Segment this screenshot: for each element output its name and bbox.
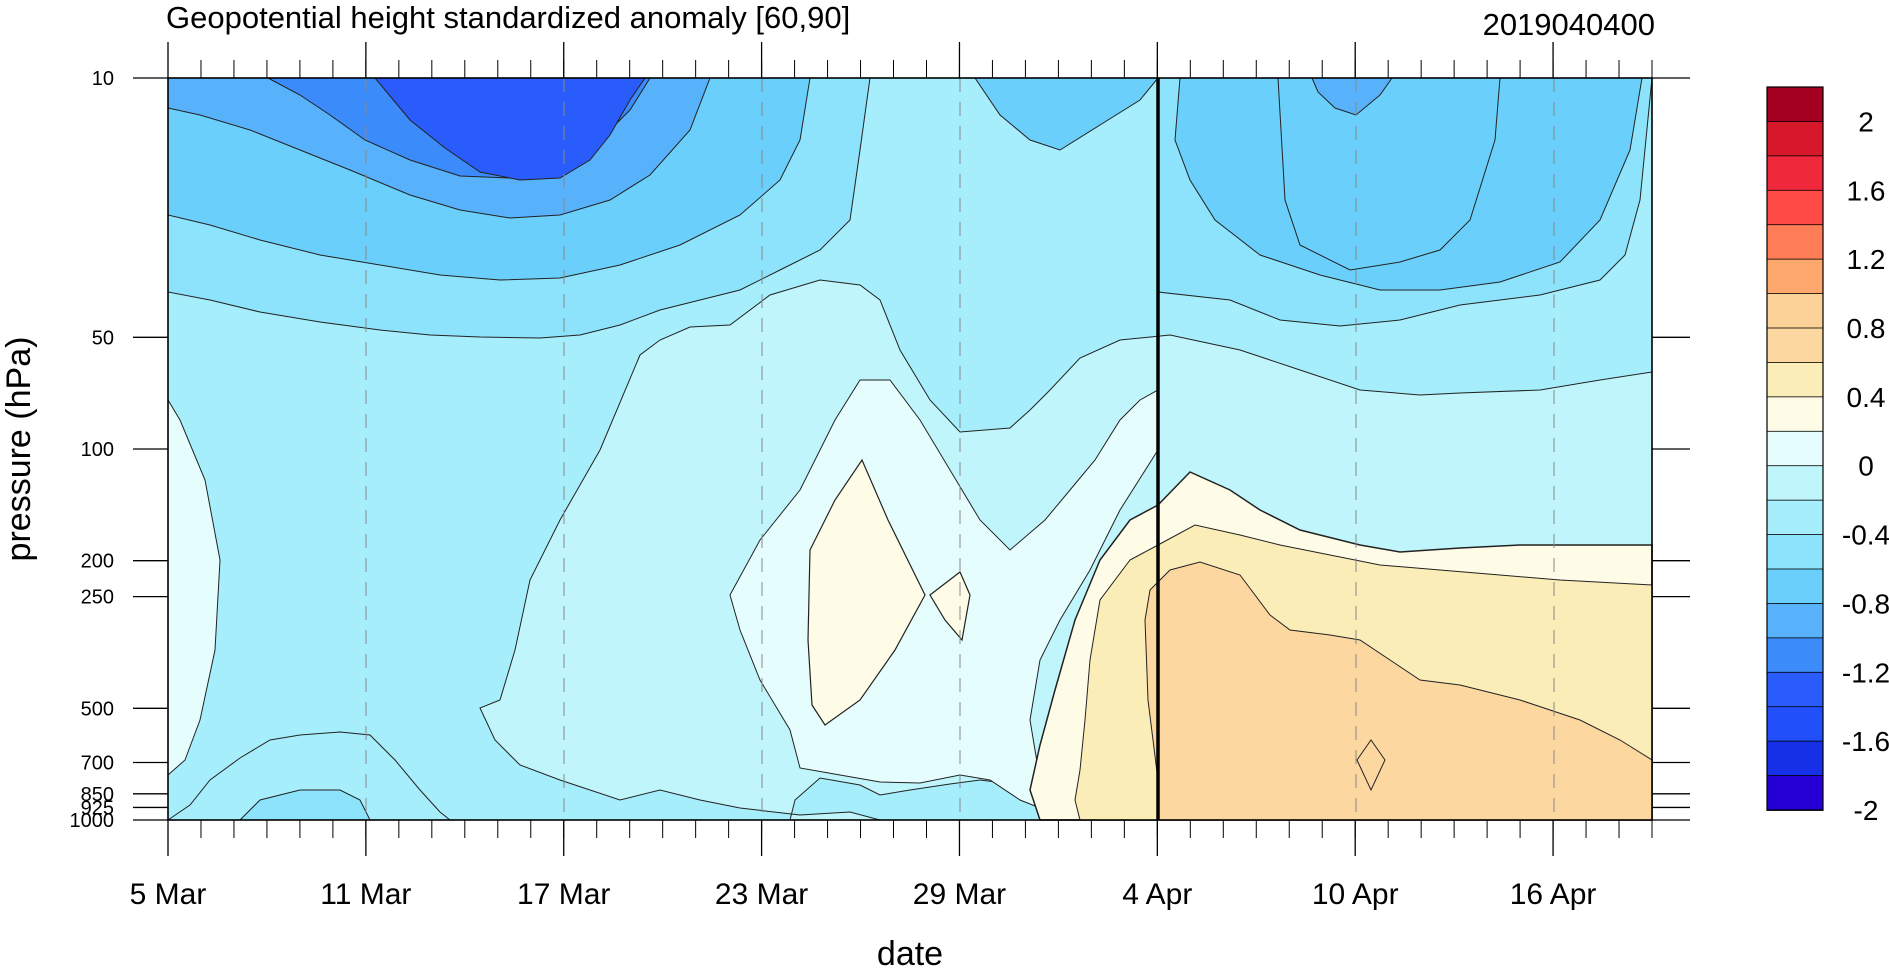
y-tick-label: 200 xyxy=(81,551,114,573)
chart-title: Geopotential height standardized anomaly… xyxy=(166,0,850,35)
y-tick-label: 50 xyxy=(92,327,114,349)
x-tick-label: 17 Mar xyxy=(517,878,610,911)
plot-area xyxy=(166,77,1653,821)
contour-band-neg16 xyxy=(373,77,646,181)
colorbar-swatch xyxy=(1766,430,1824,467)
colorbar-swatch xyxy=(1766,465,1824,502)
x-axis-label: date xyxy=(877,935,943,969)
colorbar-label: -2 xyxy=(1854,795,1879,826)
colorbar-swatch xyxy=(1766,706,1824,743)
y-axis-label: pressure (hPa) xyxy=(0,337,38,562)
colorbar-swatch xyxy=(1766,534,1824,570)
contour-band-surface xyxy=(166,731,452,821)
chart-date-stamp: 2019040400 xyxy=(1483,7,1655,42)
colorbar-swatch xyxy=(1766,396,1824,433)
colorbar-swatch xyxy=(1766,327,1824,364)
colorbar-swatch xyxy=(1766,121,1824,157)
colorbar: 2 1.6 1.2 0.8 0.4 0 -0.4 -0.8 -1.2 -1.6 -2 xyxy=(1766,86,1889,826)
y-tick-label: 10 xyxy=(92,68,114,90)
contour-band-mid-top xyxy=(974,77,1160,151)
colorbar-label: 1.6 xyxy=(1847,175,1886,206)
y-tick-label: 850 xyxy=(81,784,114,806)
colorbar-swatch xyxy=(1766,499,1824,536)
colorbar-swatch xyxy=(1766,189,1824,226)
grid-lines xyxy=(365,78,1555,820)
colorbar-swatch xyxy=(1766,155,1824,192)
y-tick-label: 500 xyxy=(81,698,114,720)
y-tick-label: 700 xyxy=(81,753,114,775)
y-tick-label: 100 xyxy=(81,439,114,461)
colorbar-label: 2 xyxy=(1858,106,1874,137)
contour-band-pos04-diamond xyxy=(1356,739,1386,792)
colorbar-swatch xyxy=(1766,671,1824,708)
contour-band-pos04 xyxy=(1144,561,1653,821)
colorbar-swatch xyxy=(1766,568,1824,605)
x-axis: 5 Mar 11 Mar 17 Mar 23 Mar 29 Mar 4 Apr 10 Apr… xyxy=(130,42,1653,911)
y-tick-label: 1000 xyxy=(70,810,115,832)
colorbar-label: 1.2 xyxy=(1847,244,1886,275)
x-tick-label: 16 Apr xyxy=(1510,878,1597,911)
colorbar-swatch xyxy=(1766,86,1824,123)
colorbar-label: 0.4 xyxy=(1847,382,1886,413)
colorbar-swatch xyxy=(1766,775,1824,811)
x-tick-label: 11 Mar xyxy=(320,878,411,911)
x-tick-label: 23 Mar xyxy=(715,878,808,911)
contour-band-neg02-left xyxy=(167,398,221,777)
colorbar-frame xyxy=(1766,86,1824,811)
colorbar-label: -1.6 xyxy=(1842,726,1889,757)
x-tick-label: 5 Mar xyxy=(130,878,207,911)
contour-island-pos00-a xyxy=(807,458,926,726)
colorbar-label: -0.4 xyxy=(1842,520,1889,551)
y-tick-label: 250 xyxy=(81,587,114,609)
contour-band-right-upper-3 xyxy=(1277,77,1501,271)
colorbar-label: -0.8 xyxy=(1842,588,1889,619)
colorbar-swatch xyxy=(1766,293,1824,329)
colorbar-label: -1.2 xyxy=(1842,657,1889,688)
x-tick-label: 29 Mar xyxy=(913,878,1006,911)
colorbar-swatch xyxy=(1766,637,1824,674)
colorbar-swatch xyxy=(1766,258,1824,295)
y-tick-label: 925 xyxy=(81,797,114,819)
colorbar-swatch xyxy=(1766,224,1824,261)
colorbar-label: 0.8 xyxy=(1847,313,1886,344)
colorbar-label: 0 xyxy=(1858,451,1874,482)
x-tick-label: 10 Apr xyxy=(1312,878,1399,911)
colorbar-swatch xyxy=(1766,740,1824,777)
colorbar-swatch xyxy=(1766,603,1824,639)
x-tick-label: 4 Apr xyxy=(1122,878,1192,911)
colorbar-swatch xyxy=(1766,362,1824,398)
